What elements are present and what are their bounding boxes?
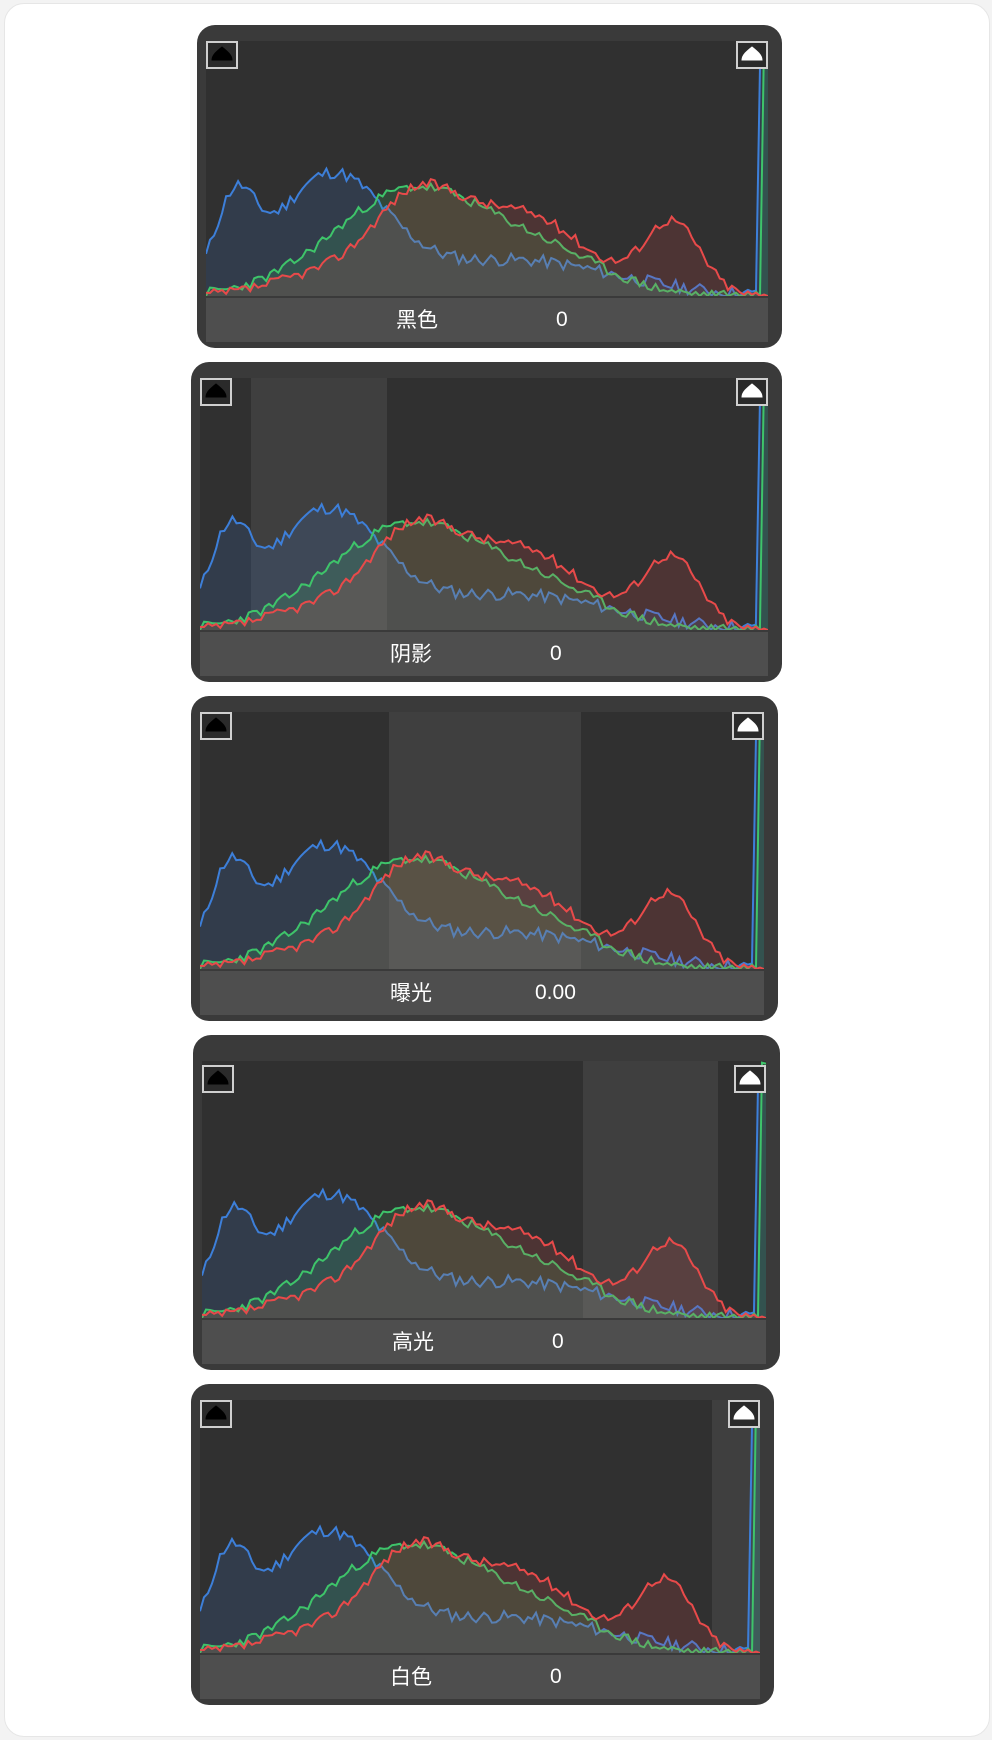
histogram-area (202, 1061, 766, 1318)
red-channel-area (200, 514, 768, 630)
black-clipping-warning-icon (205, 1405, 227, 1423)
histogram-chart (202, 1061, 766, 1318)
highlight-clipping-toggle[interactable] (732, 712, 764, 740)
white-clipping-warning-icon (737, 717, 759, 735)
white-clipping-warning-icon (741, 46, 763, 64)
highlight-clipping-toggle[interactable] (736, 41, 768, 69)
red-channel-area (202, 1200, 766, 1318)
highlight-clipping-toggle[interactable] (734, 1065, 766, 1093)
adjustment-readout: 白色 0 (200, 1655, 760, 1699)
blue-channel-area (200, 396, 768, 630)
histogram-chart (200, 378, 768, 630)
shadow-clipping-toggle[interactable] (202, 1065, 234, 1093)
histogram-area (200, 1400, 760, 1653)
blue-channel-line (200, 397, 768, 630)
black-clipping-warning-icon (205, 717, 227, 735)
highlights-highlight-band (582, 1061, 719, 1318)
green-channel-area (202, 1062, 766, 1318)
white-clipping-warning-icon (739, 1070, 761, 1088)
blue-channel-line (206, 60, 768, 296)
page-container: 黑色 0 阴影 0 曝光 0.00 (4, 3, 990, 1737)
adjustment-label: 黑色 (396, 308, 438, 332)
red-channel-area (206, 179, 768, 296)
histogram-area (206, 41, 768, 296)
adjustment-label: 白色 (390, 1665, 432, 1689)
histogram-chart (200, 1400, 760, 1653)
highlight-clipping-toggle[interactable] (736, 378, 768, 406)
white-clipping-warning-icon (741, 383, 763, 401)
adjustment-value: 0.00 (535, 981, 576, 1004)
histogram-area (200, 712, 764, 969)
red-channel-area (200, 851, 764, 969)
shadows-highlight-band (251, 378, 388, 630)
green-channel-area (206, 42, 768, 296)
histogram-panel-shadows: 阴影 0 (191, 362, 782, 682)
blue-channel-area (200, 1418, 760, 1653)
adjustment-label: 曝光 (390, 981, 432, 1005)
adjustment-readout: 黑色 0 (206, 298, 768, 342)
shadow-clipping-toggle[interactable] (200, 712, 232, 740)
green-channel-area (200, 713, 764, 969)
adjustment-label: 高光 (392, 1330, 434, 1354)
histogram-panel-blacks: 黑色 0 (197, 25, 782, 348)
red-channel-area (200, 1537, 760, 1653)
blue-channel-area (206, 60, 768, 296)
blue-channel-line (200, 731, 764, 969)
blue-channel-area (200, 731, 764, 969)
red-channel-line (200, 851, 764, 969)
white-clipping-warning-icon (733, 1405, 755, 1423)
adjustment-readout: 高光 0 (202, 1320, 766, 1364)
adjustment-value: 0 (550, 642, 562, 665)
highlight-clipping-toggle[interactable] (728, 1400, 760, 1428)
adjustment-readout: 曝光 0.00 (200, 971, 764, 1015)
adjustment-value: 0 (550, 1665, 562, 1688)
histogram-chart (206, 41, 768, 296)
red-channel-line (206, 179, 768, 296)
blue-channel-line (202, 1080, 766, 1318)
black-clipping-warning-icon (207, 1070, 229, 1088)
black-clipping-warning-icon (205, 383, 227, 401)
red-channel-line (202, 1200, 766, 1318)
green-channel-area (200, 379, 768, 630)
exposure-highlight-band (388, 712, 581, 969)
histogram-panel-highlights: 高光 0 (193, 1035, 780, 1370)
histogram-panel-exposure: 曝光 0.00 (191, 696, 778, 1021)
histogram-area (200, 378, 768, 630)
histogram-panel-whites: 白色 0 (191, 1384, 774, 1705)
adjustment-value: 0 (556, 308, 568, 331)
shadow-clipping-toggle[interactable] (200, 378, 232, 406)
shadow-clipping-toggle[interactable] (200, 1400, 232, 1428)
red-channel-line (200, 1537, 760, 1653)
red-channel-line (200, 515, 768, 630)
adjustment-value: 0 (552, 1330, 564, 1353)
histogram-chart (200, 712, 764, 969)
shadow-clipping-toggle[interactable] (206, 41, 238, 69)
adjustment-label: 阴影 (390, 642, 432, 666)
black-clipping-warning-icon (211, 46, 233, 64)
blue-channel-line (200, 1419, 760, 1653)
green-channel-area (200, 1401, 760, 1653)
blue-channel-area (202, 1080, 766, 1318)
adjustment-readout: 阴影 0 (200, 632, 768, 676)
